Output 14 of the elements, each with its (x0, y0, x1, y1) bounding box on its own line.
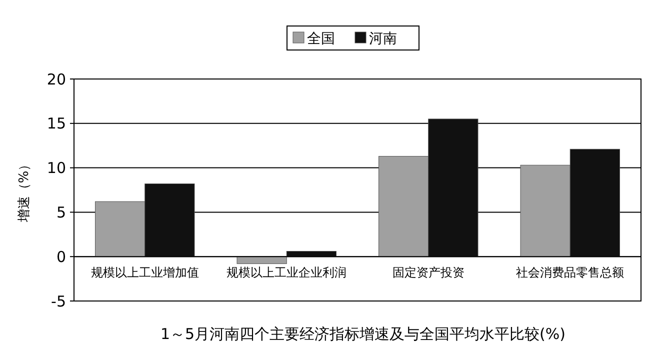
text: 1～5月河南四个主要经济指标增速及与全国平均水平比较(%) (160, 325, 566, 343)
y-tick-label: -5 (51, 292, 66, 310)
x-tick-label: 规模以上工业企业利润 (226, 266, 347, 280)
x-tick-label: 社会消费品零售总额 (516, 266, 624, 280)
x-tick-label: 规模以上工业增加值 (90, 266, 199, 280)
x-tick-label: 固定资产投资 (392, 266, 464, 280)
y-tick-label: 5 (56, 203, 66, 222)
legend-label: 全国 (307, 30, 335, 47)
y-tick-label: 0 (56, 248, 66, 266)
legend-label: 河南 (369, 30, 397, 47)
y-tick-label: 10 (46, 159, 66, 178)
y-tick-label: 20 (46, 70, 66, 88)
y-axis-title: 增速（%） (17, 158, 32, 224)
y-tick-label: 15 (46, 114, 66, 133)
